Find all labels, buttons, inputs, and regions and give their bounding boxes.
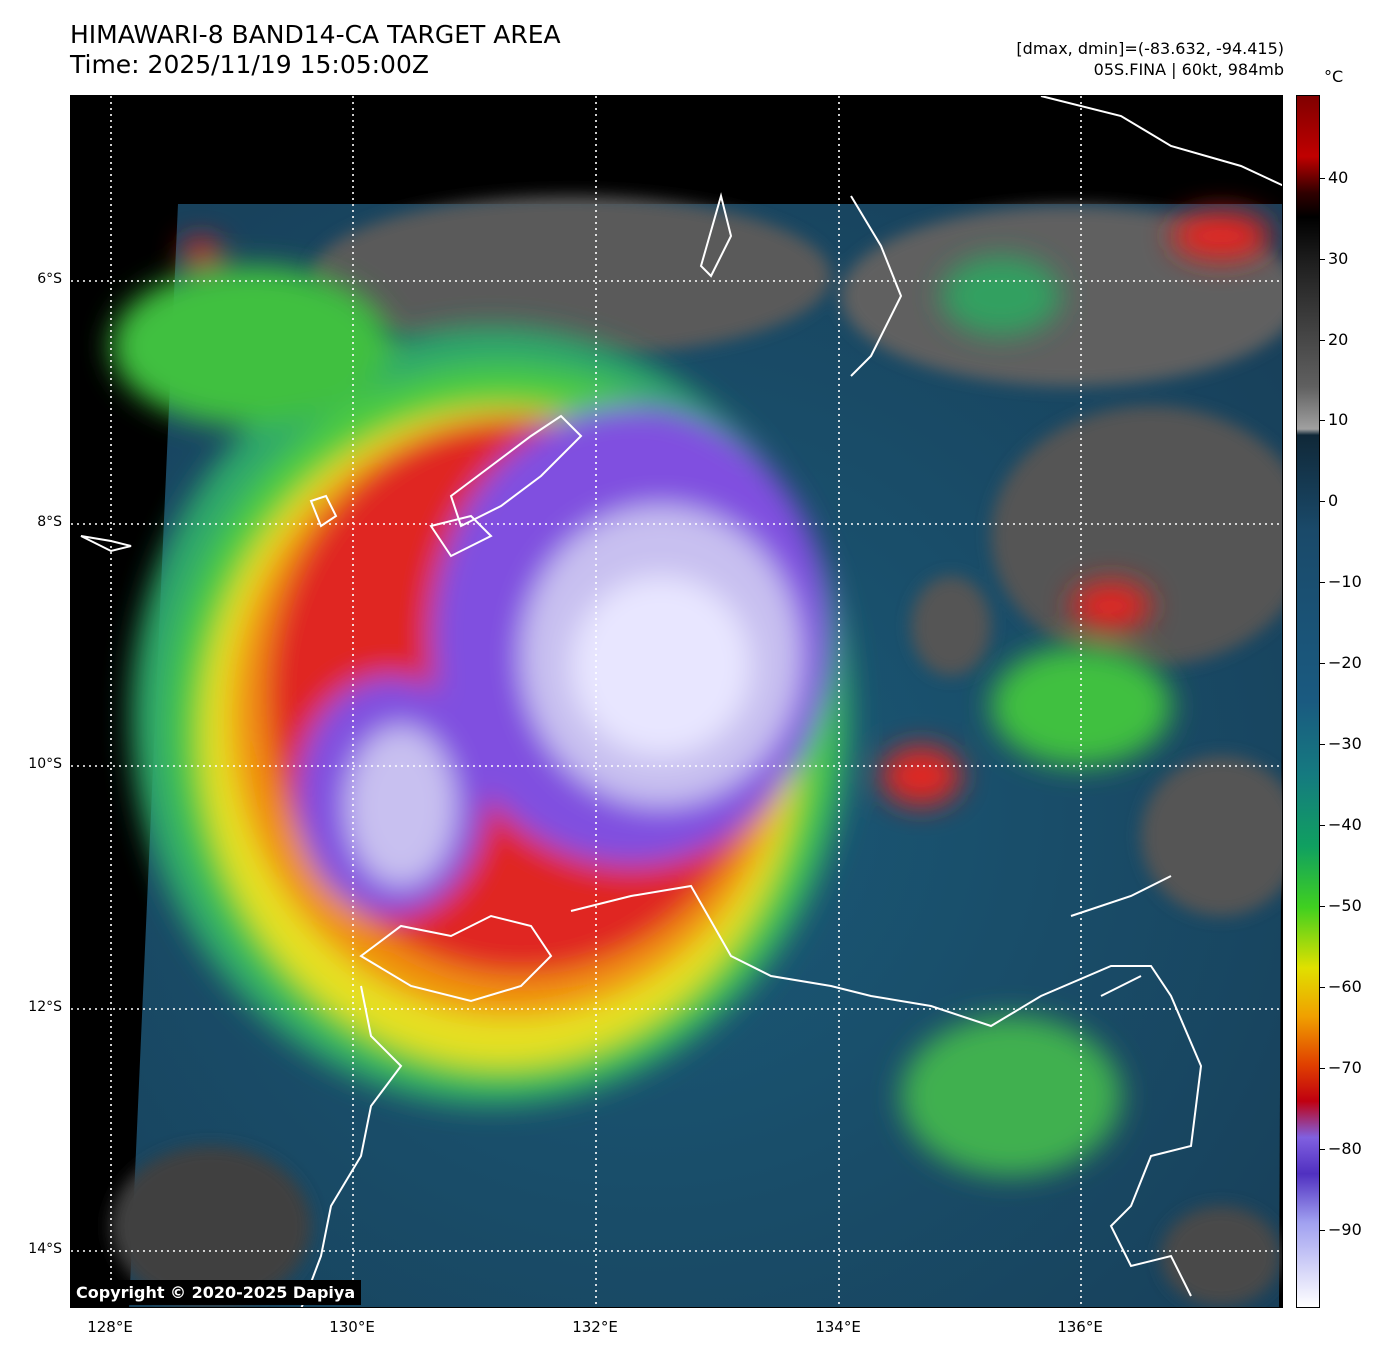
colorbar-tick <box>1320 340 1325 341</box>
lat-label-12s: 12°S <box>28 999 62 1015</box>
colorbar <box>1296 95 1320 1308</box>
colorbar-tick <box>1320 501 1325 502</box>
colorbar-label: 20 <box>1328 330 1349 349</box>
colorbar-label: −10 <box>1328 572 1362 591</box>
colorbar-label: 30 <box>1328 249 1349 268</box>
lat-label-6s: 6°S <box>37 271 62 287</box>
lon-label-134e: 134°E <box>815 1318 861 1336</box>
title-line-1: HIMAWARI-8 BAND14-CA TARGET AREA <box>70 20 561 49</box>
colorbar-label: −80 <box>1328 1139 1362 1158</box>
colorbar-tick <box>1320 582 1325 583</box>
info-block: [dmax, dmin]=(-83.632, -94.415) 05S.FINA… <box>1016 38 1284 80</box>
colorbar-tick <box>1320 178 1325 179</box>
colorbar-label: −30 <box>1328 734 1362 753</box>
colorbar-tick <box>1320 1149 1325 1150</box>
colorbar-label: −50 <box>1328 896 1362 915</box>
colorbar-tick <box>1320 987 1325 988</box>
lon-label-132e: 132°E <box>572 1318 618 1336</box>
colorbar-tick <box>1320 825 1325 826</box>
lat-label-8s: 8°S <box>37 514 62 530</box>
colorbar-label: 0 <box>1328 491 1339 510</box>
colorbar-tick <box>1320 1230 1325 1231</box>
coastlines <box>80 96 1282 1307</box>
temperature-range: [dmax, dmin]=(-83.632, -94.415) <box>1016 39 1284 58</box>
colorbar-tick <box>1320 663 1325 664</box>
lat-lon-grid <box>71 96 1282 1307</box>
copyright-badge: Copyright © 2020-2025 Dapiya <box>70 1280 362 1305</box>
colorbar-label: 10 <box>1328 410 1349 429</box>
satellite-imagery <box>71 96 1282 1307</box>
colorbar-label: −40 <box>1328 815 1362 834</box>
colorbar-tick <box>1320 420 1325 421</box>
lon-label-128e: 128°E <box>87 1318 133 1336</box>
colorbar-tick <box>1320 1068 1325 1069</box>
lat-label-10s: 10°S <box>28 756 62 772</box>
cloud-shield <box>111 211 1271 1176</box>
colorbar-label: −90 <box>1328 1220 1362 1239</box>
satellite-map <box>70 95 1283 1308</box>
colorbar-tick <box>1320 744 1325 745</box>
storm-info: 05S.FINA | 60kt, 984mb <box>1093 60 1284 79</box>
colorbar-tick <box>1320 906 1325 907</box>
colorbar-label: −60 <box>1328 977 1362 996</box>
colorbar-label: 40 <box>1328 168 1349 187</box>
lat-label-14s: 14°S <box>28 1241 62 1257</box>
colorbar-tick <box>1320 259 1325 260</box>
lon-label-136e: 136°E <box>1057 1318 1103 1336</box>
colorbar-label: −20 <box>1328 653 1362 672</box>
chart-title: HIMAWARI-8 BAND14-CA TARGET AREA Time: 2… <box>70 20 561 80</box>
colorbar-label: −70 <box>1328 1058 1362 1077</box>
colorbar-unit: °C <box>1324 67 1344 86</box>
title-line-2: Time: 2025/11/19 15:05:00Z <box>70 50 429 79</box>
lon-label-130e: 130°E <box>329 1318 375 1336</box>
